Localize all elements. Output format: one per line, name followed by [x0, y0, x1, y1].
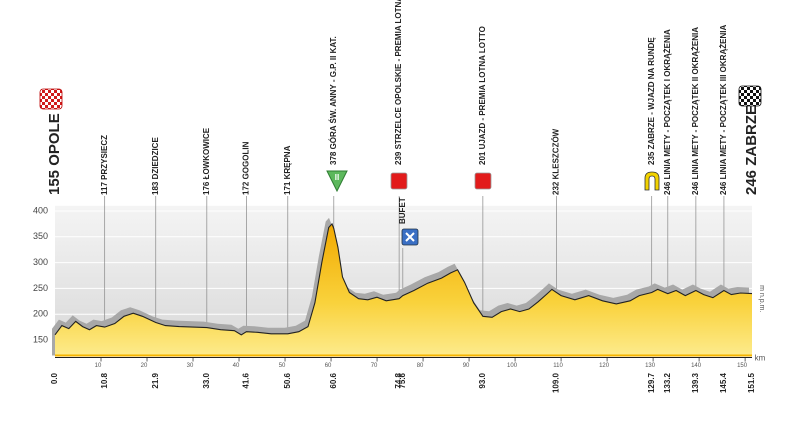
- profile-area: [55, 223, 752, 356]
- km-label: 145.4: [719, 372, 728, 393]
- km-label: 74.8: [394, 372, 403, 388]
- km-label: 75.6: [398, 372, 407, 388]
- y-tick-label: 400: [33, 205, 48, 215]
- waypoint-label: 235 ZABRZE - WJAZD NA RUNDĘ: [647, 37, 656, 165]
- place-label-large: 246 ZABRZE: [743, 105, 760, 195]
- mountain-icon: II: [326, 170, 348, 193]
- km-label: 50.6: [283, 372, 292, 388]
- profile-base: [55, 354, 752, 357]
- y-tick-label: 350: [33, 231, 48, 241]
- y-tick-label: 250: [33, 283, 48, 293]
- km-label: 151.5: [747, 372, 756, 393]
- start-flag-icon: [39, 88, 63, 110]
- km-label: 133.2: [663, 372, 672, 393]
- km-label: 21.9: [151, 372, 160, 388]
- km-label: 109.0: [552, 372, 561, 393]
- km-label: 10.8: [100, 372, 109, 388]
- waypoint-label: 176 ŁOWKOWICE: [202, 127, 211, 195]
- x-minor-label: 80: [417, 363, 424, 369]
- x-minor-label: 110: [553, 363, 563, 369]
- waypoint-label: 183 DZIEDZICE: [151, 137, 160, 195]
- x-minor-label: 90: [463, 363, 470, 369]
- lap-icon: [644, 171, 660, 191]
- y-tick-label: 300: [33, 257, 48, 267]
- x-minor-label: 40: [233, 363, 240, 369]
- x-minor-label: 120: [599, 363, 610, 369]
- waypoint-label: 201 UJAZD - PREMIA LOTNA LOTTO: [478, 26, 487, 165]
- x-minor-label: 20: [141, 363, 148, 369]
- x-minor-label: 30: [187, 363, 194, 369]
- y-tick-label: 150: [33, 334, 48, 344]
- waypoint-label: BUFET: [398, 197, 407, 224]
- km-label: 139.3: [691, 372, 700, 393]
- waypoint-label: 246 LINIA METY - POCZĄTEK III OKRĄŻENIA: [719, 25, 728, 195]
- waypoint-label: 246 LINIA METY - POCZĄTEK II OKRĄŻENIA: [691, 27, 700, 195]
- x-minor-label: 70: [371, 363, 378, 369]
- x-minor-label: 150: [737, 363, 748, 369]
- feed-icon: [401, 228, 419, 246]
- km-label: 93.0: [478, 372, 487, 388]
- km-label: 129.7: [647, 372, 656, 393]
- x-minor-label: 130: [645, 363, 656, 369]
- y-axis-label: m n.p.m.: [758, 285, 765, 312]
- waypoint-label: 232 KLESZCZÓW: [552, 128, 561, 195]
- km-label: 0.0: [50, 372, 59, 384]
- x-minor-label: 10: [95, 363, 102, 369]
- waypoint-label: 246 LINIA METY - POCZĄTEK I OKRĄŻENIA: [663, 29, 672, 195]
- x-minor-label: 50: [279, 363, 286, 369]
- svg-text:II: II: [335, 173, 339, 182]
- waypoint-label: 239 STRZELCE OPOLSKIE - PREMIA LOTNA LOT…: [394, 0, 403, 165]
- x-axis-label: km: [755, 354, 766, 363]
- km-label: 33.0: [202, 372, 211, 388]
- waypoint-label: 378 GÓRA ŚW. ANNY - G.P. II KAT.: [329, 36, 338, 165]
- profile-line: [54, 222, 753, 336]
- main-layer: 150 200 250 300 350 400 0.0 155 OPOLE 10.8 117 PR…: [33, 0, 766, 393]
- sprint-icon: [474, 172, 492, 190]
- place-label-large: 155 OPOLE: [46, 113, 63, 195]
- x-minor-label: 100: [507, 363, 518, 369]
- x-minor-label: 140: [691, 363, 702, 369]
- finish-flag-icon: [738, 85, 762, 107]
- x-minor-label: 60: [325, 363, 332, 369]
- waypoint-label: 117 PRZYSIECZ: [100, 135, 109, 195]
- waypoint-label: 171 KRĘPNA: [283, 145, 292, 195]
- km-label: 41.6: [241, 372, 250, 388]
- km-label: 60.6: [329, 372, 338, 388]
- waypoint-label: 172 GOGOLIN: [241, 141, 250, 195]
- y-tick-label: 200: [33, 309, 48, 319]
- sprint-icon: [390, 172, 408, 190]
